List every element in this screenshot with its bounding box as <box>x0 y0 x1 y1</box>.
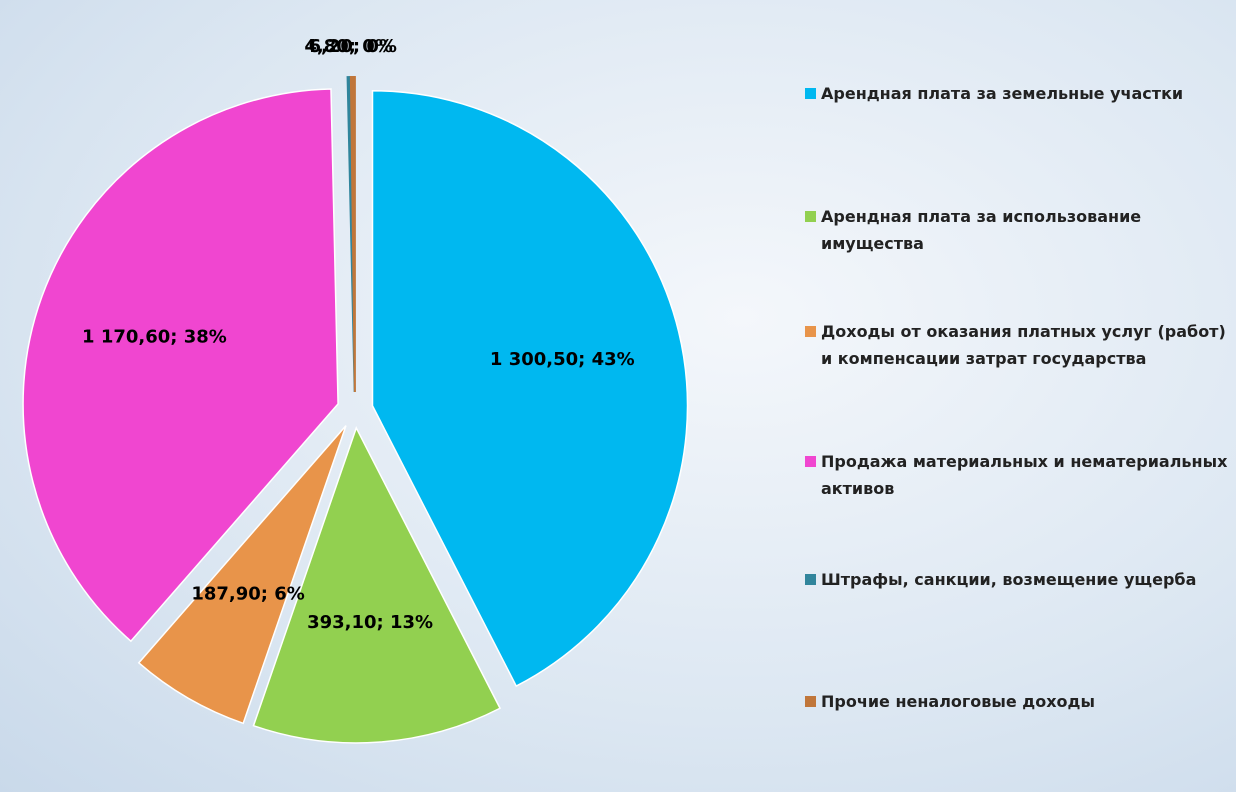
legend-label: Арендная плата за использование имуществ… <box>821 207 1142 253</box>
data-label: 6,20; 0% <box>308 36 396 57</box>
pie-slice <box>371 90 689 688</box>
pie-slice <box>22 88 339 643</box>
legend-label: Продажа материальных и нематериальных ак… <box>821 452 1228 498</box>
legend-item: Продажа материальных и нематериальных ак… <box>805 448 1236 502</box>
legend-swatch <box>805 326 816 337</box>
pie-slice <box>349 76 356 393</box>
legend-swatch <box>805 456 816 467</box>
legend-item: Доходы от оказания платных услуг (работ)… <box>805 318 1236 372</box>
legend-label: Арендная плата за земельные участки <box>821 84 1184 103</box>
data-label: 1 300,50; 43% <box>490 349 635 370</box>
legend-item: Прочие неналоговые доходы <box>805 688 1236 715</box>
legend-label: Доходы от оказания платных услуг (работ)… <box>821 322 1226 368</box>
legend-label: Прочие неналоговые доходы <box>821 692 1095 711</box>
pie-slice <box>137 425 347 725</box>
data-label: 1 170,60; 38% <box>82 326 227 347</box>
legend-item: Арендная плата за использование имуществ… <box>805 203 1236 257</box>
legend-swatch <box>805 696 816 707</box>
pie-area: 1 300,50; 43% 393,10; 13%187,90; 6% 1 170,… <box>22 36 689 744</box>
legend-item: Арендная плата за земельные участки <box>805 80 1236 107</box>
legend-swatch <box>805 574 816 585</box>
data-label: 393,10; 13% <box>307 612 433 633</box>
pie-slice <box>252 426 502 744</box>
legend-swatch <box>805 88 816 99</box>
data-label: 4,80; 0% <box>304 36 392 57</box>
legend-item: Штрафы, санкции, возмещение ущерба <box>805 566 1236 593</box>
data-label: 187,90; 6% <box>191 584 304 605</box>
legend-swatch <box>805 211 816 222</box>
legend-label: Штрафы, санкции, возмещение ущерба <box>821 570 1197 589</box>
